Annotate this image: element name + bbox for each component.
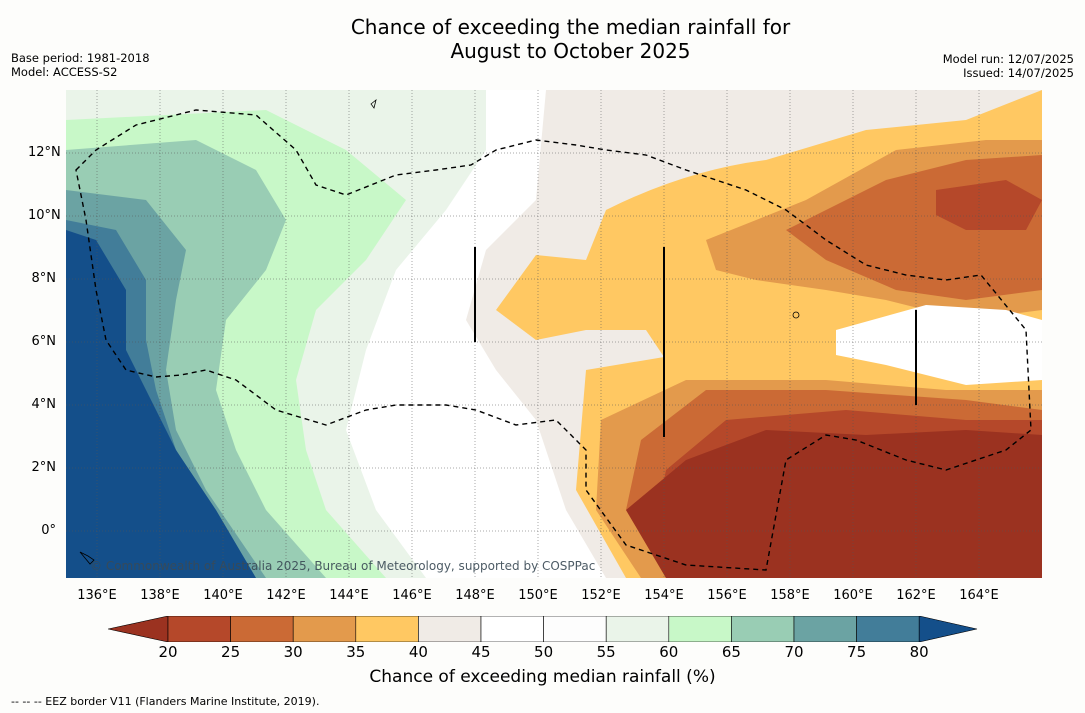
lon-label-140: 140°E [203, 588, 243, 603]
lat-label-12n: 12°N [28, 145, 61, 160]
model-run-date: Model run: 12/07/2025 [942, 52, 1074, 66]
lon-label-142: 142°E [266, 588, 306, 603]
title-line-2: August to October 2025 [450, 39, 691, 63]
colorbar-bin-25-30 [230, 616, 294, 642]
colorbar-tick-30: 30 [283, 643, 303, 661]
lat-label-10n: 10°N [28, 208, 61, 223]
colorbar [108, 616, 978, 642]
rainfall-map [66, 90, 1042, 578]
title-line-1: Chance of exceeding the median rainfall … [350, 15, 791, 39]
lon-label-138: 138°E [140, 588, 180, 603]
lon-label-136: 136°E [77, 588, 117, 603]
colorbar-title: Chance of exceeding median rainfall (%) [369, 667, 716, 687]
colorbar-bin-30-35 [292, 616, 357, 642]
model-info: Base period: 1981-2018 Model: ACCESS-S2 [11, 51, 150, 79]
colorbar-tick-35: 35 [346, 643, 366, 661]
issued-date: Issued: 14/07/2025 [963, 66, 1074, 80]
map-title: Chance of exceeding the median rainfall … [0, 15, 1085, 63]
lat-label-8n: 8°N [31, 271, 57, 286]
colorbar-tick-65: 65 [721, 643, 741, 661]
lon-label-146: 146°E [392, 588, 432, 603]
colorbar-bin-55-60 [605, 616, 670, 642]
neutral-patch-east [836, 305, 1042, 385]
colorbar-bin-70-75 [793, 616, 857, 642]
run-info: Model run: 12/07/2025 Issued: 14/07/2025 [943, 52, 1074, 80]
lon-label-162: 162°E [896, 588, 936, 603]
colorbar-bin-20-25 [167, 616, 231, 642]
colorbar-bin-65-70 [731, 616, 795, 642]
colorbar-low-arrow [108, 616, 169, 642]
lon-label-152: 152°E [581, 588, 621, 603]
colorbar-tick-20: 20 [158, 643, 178, 661]
colorbar-tick-45: 45 [471, 643, 491, 661]
colorbar-bin-75-80 [856, 616, 920, 642]
colorbar-tick-55: 55 [596, 643, 616, 661]
colorbar-bin-45-50 [480, 616, 544, 642]
lon-label-160: 160°E [833, 588, 873, 603]
colorbar-bin-60-65 [668, 616, 732, 642]
colorbar-high-arrow [918, 616, 978, 642]
eez-footnote: -- -- -- EEZ border V11 (Flanders Marine… [11, 695, 320, 708]
lon-label-148: 148°E [455, 588, 495, 603]
colorbar-bin-50-55 [543, 616, 607, 642]
base-period: Base period: 1981-2018 [11, 51, 150, 65]
lon-label-154: 154°E [644, 588, 684, 603]
lon-label-164: 164°E [959, 588, 999, 603]
colorbar-tick-40: 40 [408, 643, 428, 661]
colorbar-tick-60: 60 [659, 643, 679, 661]
colorbar-tick-80: 80 [909, 643, 929, 661]
lat-label-2n: 2°N [31, 460, 57, 475]
dry-region-20 [626, 430, 1042, 578]
colorbar-tick-70: 70 [784, 643, 804, 661]
lat-label-4n: 4°N [31, 397, 57, 412]
lon-label-156: 156°E [707, 588, 747, 603]
lat-label-0: 0° [41, 523, 56, 538]
island-markers [474, 247, 917, 437]
lat-label-6n: 6°N [31, 334, 57, 349]
eez-border [75, 109, 1032, 571]
model-name: Model: ACCESS-S2 [11, 65, 118, 79]
copyright-notice: © Commonwealth of Australia 2025, Bureau… [90, 559, 596, 573]
dry-patch-25 [936, 180, 1042, 230]
colorbar-bin-35-40 [355, 616, 419, 642]
lon-label-144: 144°E [329, 588, 369, 603]
colorbar-bin-40-45 [418, 616, 482, 642]
colorbar-tick-25: 25 [221, 643, 241, 661]
colorbar-tick-50: 50 [534, 643, 554, 661]
wet-region-above-80 [66, 230, 256, 578]
islands [79, 98, 800, 565]
map-gridlines [66, 90, 1042, 578]
colorbar-tick-75: 75 [847, 643, 867, 661]
lon-label-158: 158°E [770, 588, 810, 603]
lon-label-150: 150°E [518, 588, 558, 603]
